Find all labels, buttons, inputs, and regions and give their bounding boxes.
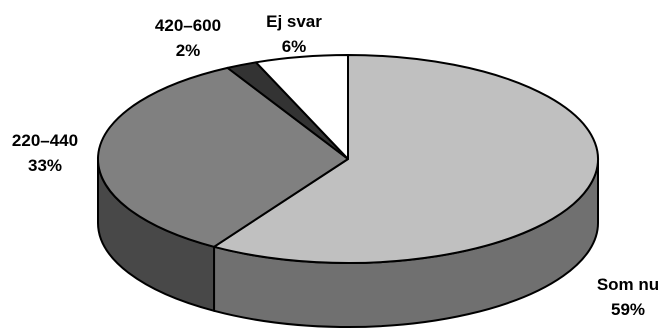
pie-slices [97,54,599,264]
label-420-600-name: 420–600 [155,16,221,35]
label-220-440-name: 220–440 [12,131,78,150]
label-som-nu: Som nu 59% [597,275,659,319]
label-420-600-value: 2% [176,41,201,60]
label-ej-svar-name: Ej svar [266,12,322,31]
label-som-nu-name: Som nu [597,275,659,294]
label-220-440: 220–440 33% [12,131,78,175]
label-ej-svar: Ej svar 6% [266,12,322,56]
label-220-440-value: 33% [28,156,62,175]
pie-slice-som-nu [213,54,599,264]
label-420-600: 420–600 2% [155,16,221,60]
label-som-nu-value: 59% [611,300,645,319]
pie-slice-ej-svar [254,54,349,160]
label-ej-svar-value: 6% [282,37,307,56]
